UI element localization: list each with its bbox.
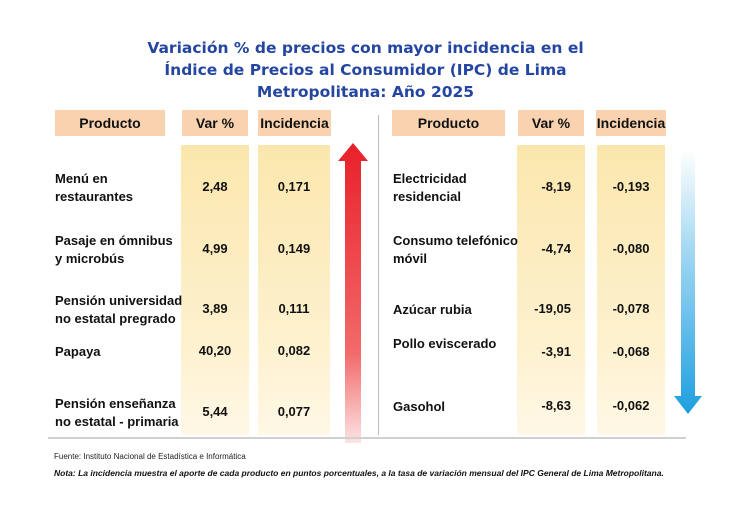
right-var-value: -8,19 <box>541 179 571 194</box>
right-var-column <box>517 145 585 435</box>
title: Variación % de precios con mayor inciden… <box>0 37 731 103</box>
baseline <box>48 437 686 439</box>
right-product: Gasohol <box>393 399 446 414</box>
left-product: Pensión enseñanza no estatal - primaria <box>55 396 179 429</box>
right-var-value: -19,05 <box>534 301 571 316</box>
right-product: Consumo telefónico móvil <box>393 233 518 266</box>
right-var-value: -8,63 <box>541 398 571 413</box>
left-product: Papaya <box>55 344 101 359</box>
left-var-value: 40,20 <box>198 343 232 358</box>
right-product: Azúcar rubia <box>393 302 472 317</box>
left-inc-value: 0,077 <box>277 404 311 419</box>
divider <box>378 115 379 435</box>
left-var-value: 4,99 <box>202 241 228 256</box>
right-header-inc: Incidencia <box>596 110 666 136</box>
left-header-inc: Incidencia <box>258 110 331 136</box>
right-product: Pollo eviscerado <box>393 336 497 351</box>
right-inc-value: -0,062 <box>612 398 650 413</box>
right-product: Electricidad residencial <box>393 171 467 204</box>
right-inc-value: -0,193 <box>612 179 650 194</box>
left-product: Menú en restaurantes <box>55 171 134 204</box>
left-header-var: Var % <box>182 110 248 136</box>
up-arrow-icon <box>338 143 368 443</box>
right-var-value: -4,74 <box>541 241 571 256</box>
left-inc-value: 0,149 <box>277 241 311 256</box>
right-header-product: Producto <box>392 110 505 136</box>
right-inc-value: -0,068 <box>612 344 650 359</box>
left-inc-value: 0,082 <box>277 343 311 358</box>
left-var-value: 2,48 <box>202 179 228 194</box>
right-header-var: Var % <box>518 110 584 136</box>
left-var-column <box>181 145 249 435</box>
source: Fuente: Instituto Nacional de Estadístic… <box>54 452 246 461</box>
title-line: Variación % de precios con mayor inciden… <box>147 39 584 57</box>
title-line: Índice de Precios al Consumidor (IPC) de… <box>164 61 567 79</box>
left-inc-value: 0,171 <box>277 179 311 194</box>
left-inc-value: 0,111 <box>278 301 310 316</box>
left-product: Pasaje en ómnibus y microbús <box>55 233 173 266</box>
left-product: Pensión universidad no estatal pregrado <box>55 293 183 326</box>
left-header-product: Producto <box>55 110 165 136</box>
down-arrow-icon <box>674 150 702 414</box>
left-var-value: 5,44 <box>202 404 228 419</box>
right-var-value: -3,91 <box>541 344 571 359</box>
left-var-value: 3,89 <box>202 301 228 316</box>
left-inc-column <box>258 145 330 435</box>
right-inc-value: -0,078 <box>612 301 650 316</box>
right-inc-value: -0,080 <box>612 241 650 256</box>
note: Nota: La incidencia muestra el aporte de… <box>54 468 664 478</box>
right-inc-column <box>597 145 665 435</box>
title-line: Metropolitana: Año 2025 <box>256 83 475 101</box>
